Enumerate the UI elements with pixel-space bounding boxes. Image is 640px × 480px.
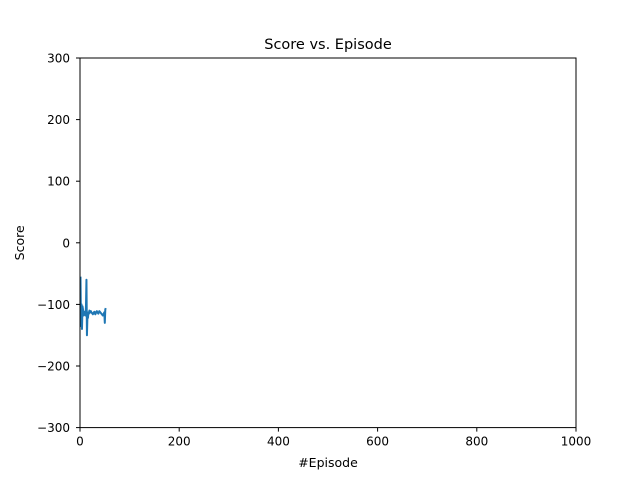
series-line [79, 276, 107, 337]
x-tick-label: 600 [366, 435, 389, 449]
y-tick-label: −200 [37, 360, 70, 374]
series-layer [79, 276, 107, 337]
x-tick-label: 200 [168, 435, 191, 449]
y-tick-label: 300 [47, 52, 70, 66]
x-tick-label: 400 [267, 435, 290, 449]
x-tick-label: 0 [76, 435, 84, 449]
x-tick-label: 800 [465, 435, 488, 449]
y-tick-label: 0 [62, 236, 70, 250]
y-tick-label: −100 [37, 298, 70, 312]
y-tick-label: 100 [47, 175, 70, 189]
x-axis-ticks: 0 200 400 600 800 1000 [76, 427, 592, 449]
y-tick-label: 200 [47, 113, 70, 127]
y-tick-label: −300 [37, 421, 70, 435]
y-axis-ticks: −300 −200 −100 0 100 200 300 [37, 52, 80, 435]
x-tick-label: 1000 [561, 435, 592, 449]
x-axis-label: #Episode [298, 455, 358, 470]
y-axis-label: Score [12, 225, 27, 260]
chart-title: Score vs. Episode [264, 37, 392, 53]
